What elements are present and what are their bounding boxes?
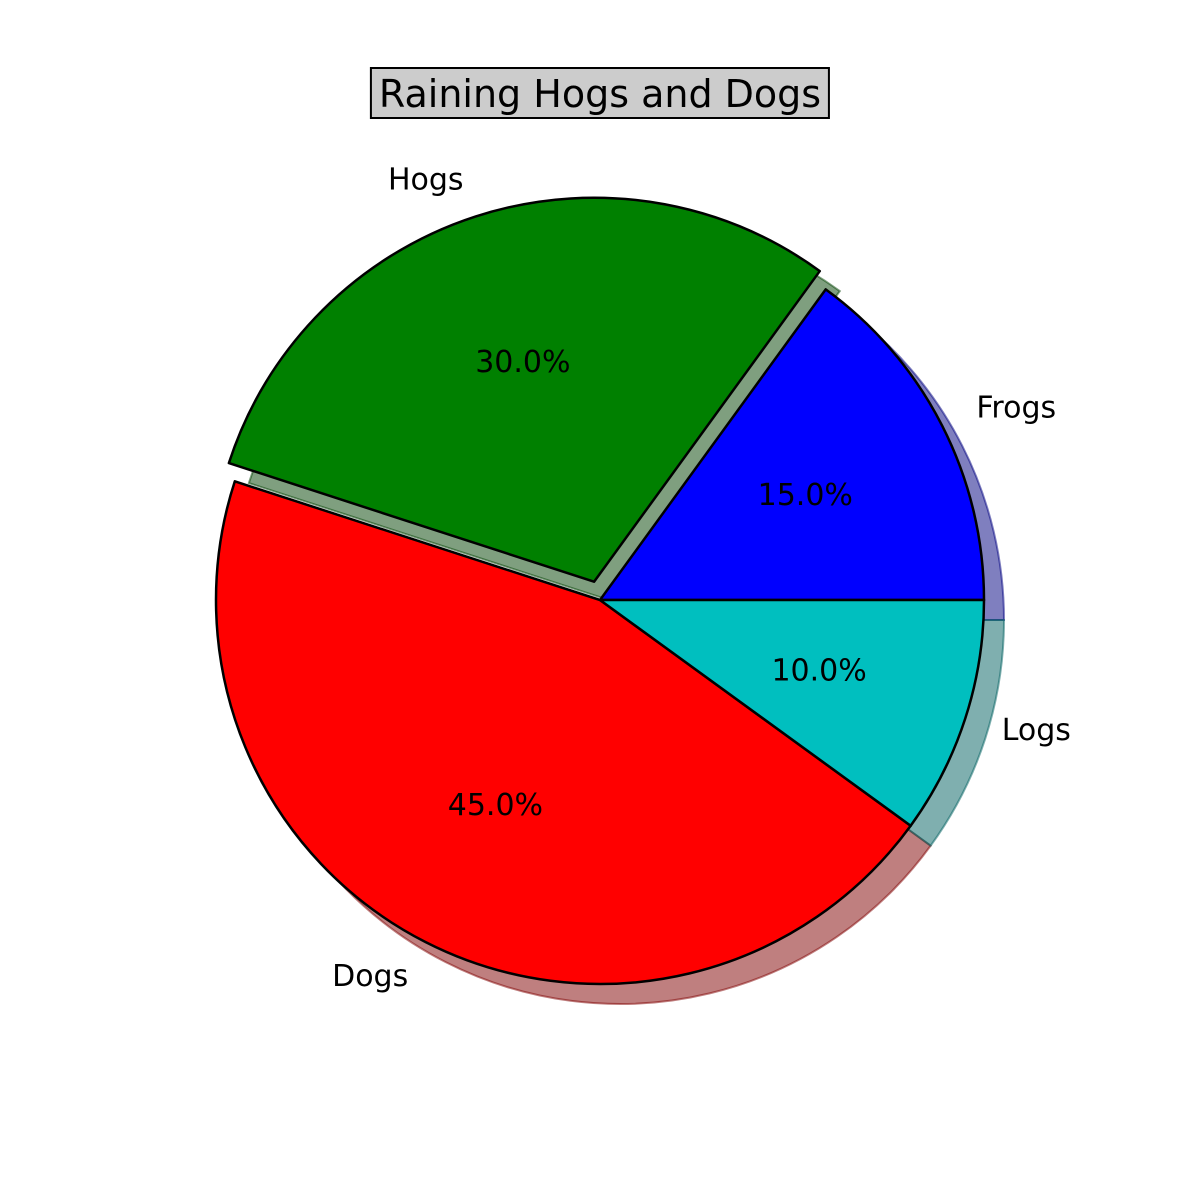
pie-wedge-hogs — [227, 196, 822, 583]
pie-category-label-dogs: Dogs — [332, 959, 408, 994]
pie-wedge-dogs — [214, 480, 912, 986]
chart-title: Raining Hogs and Dogs — [369, 67, 831, 119]
pie-percent-label-logs: 10.0% — [771, 654, 866, 689]
pie-wedges — [214, 196, 986, 986]
pie-percent-label-dogs: 45.0% — [448, 788, 543, 823]
pie-category-label-hogs: Hogs — [388, 163, 464, 198]
pie-category-label-logs: Logs — [1002, 713, 1071, 748]
pie-wedge-logs — [598, 598, 986, 827]
pie-category-label-frogs: Frogs — [976, 391, 1056, 426]
pie-percent-label-hogs: 30.0% — [475, 345, 570, 380]
pie-percent-label-frogs: 15.0% — [758, 478, 853, 513]
pie-labels: 15.0% Frogs 30.0% Hogs 45.0% Dogs 10.0% Logs — [332, 163, 1071, 994]
pie-wedge-frogs — [598, 288, 986, 602]
